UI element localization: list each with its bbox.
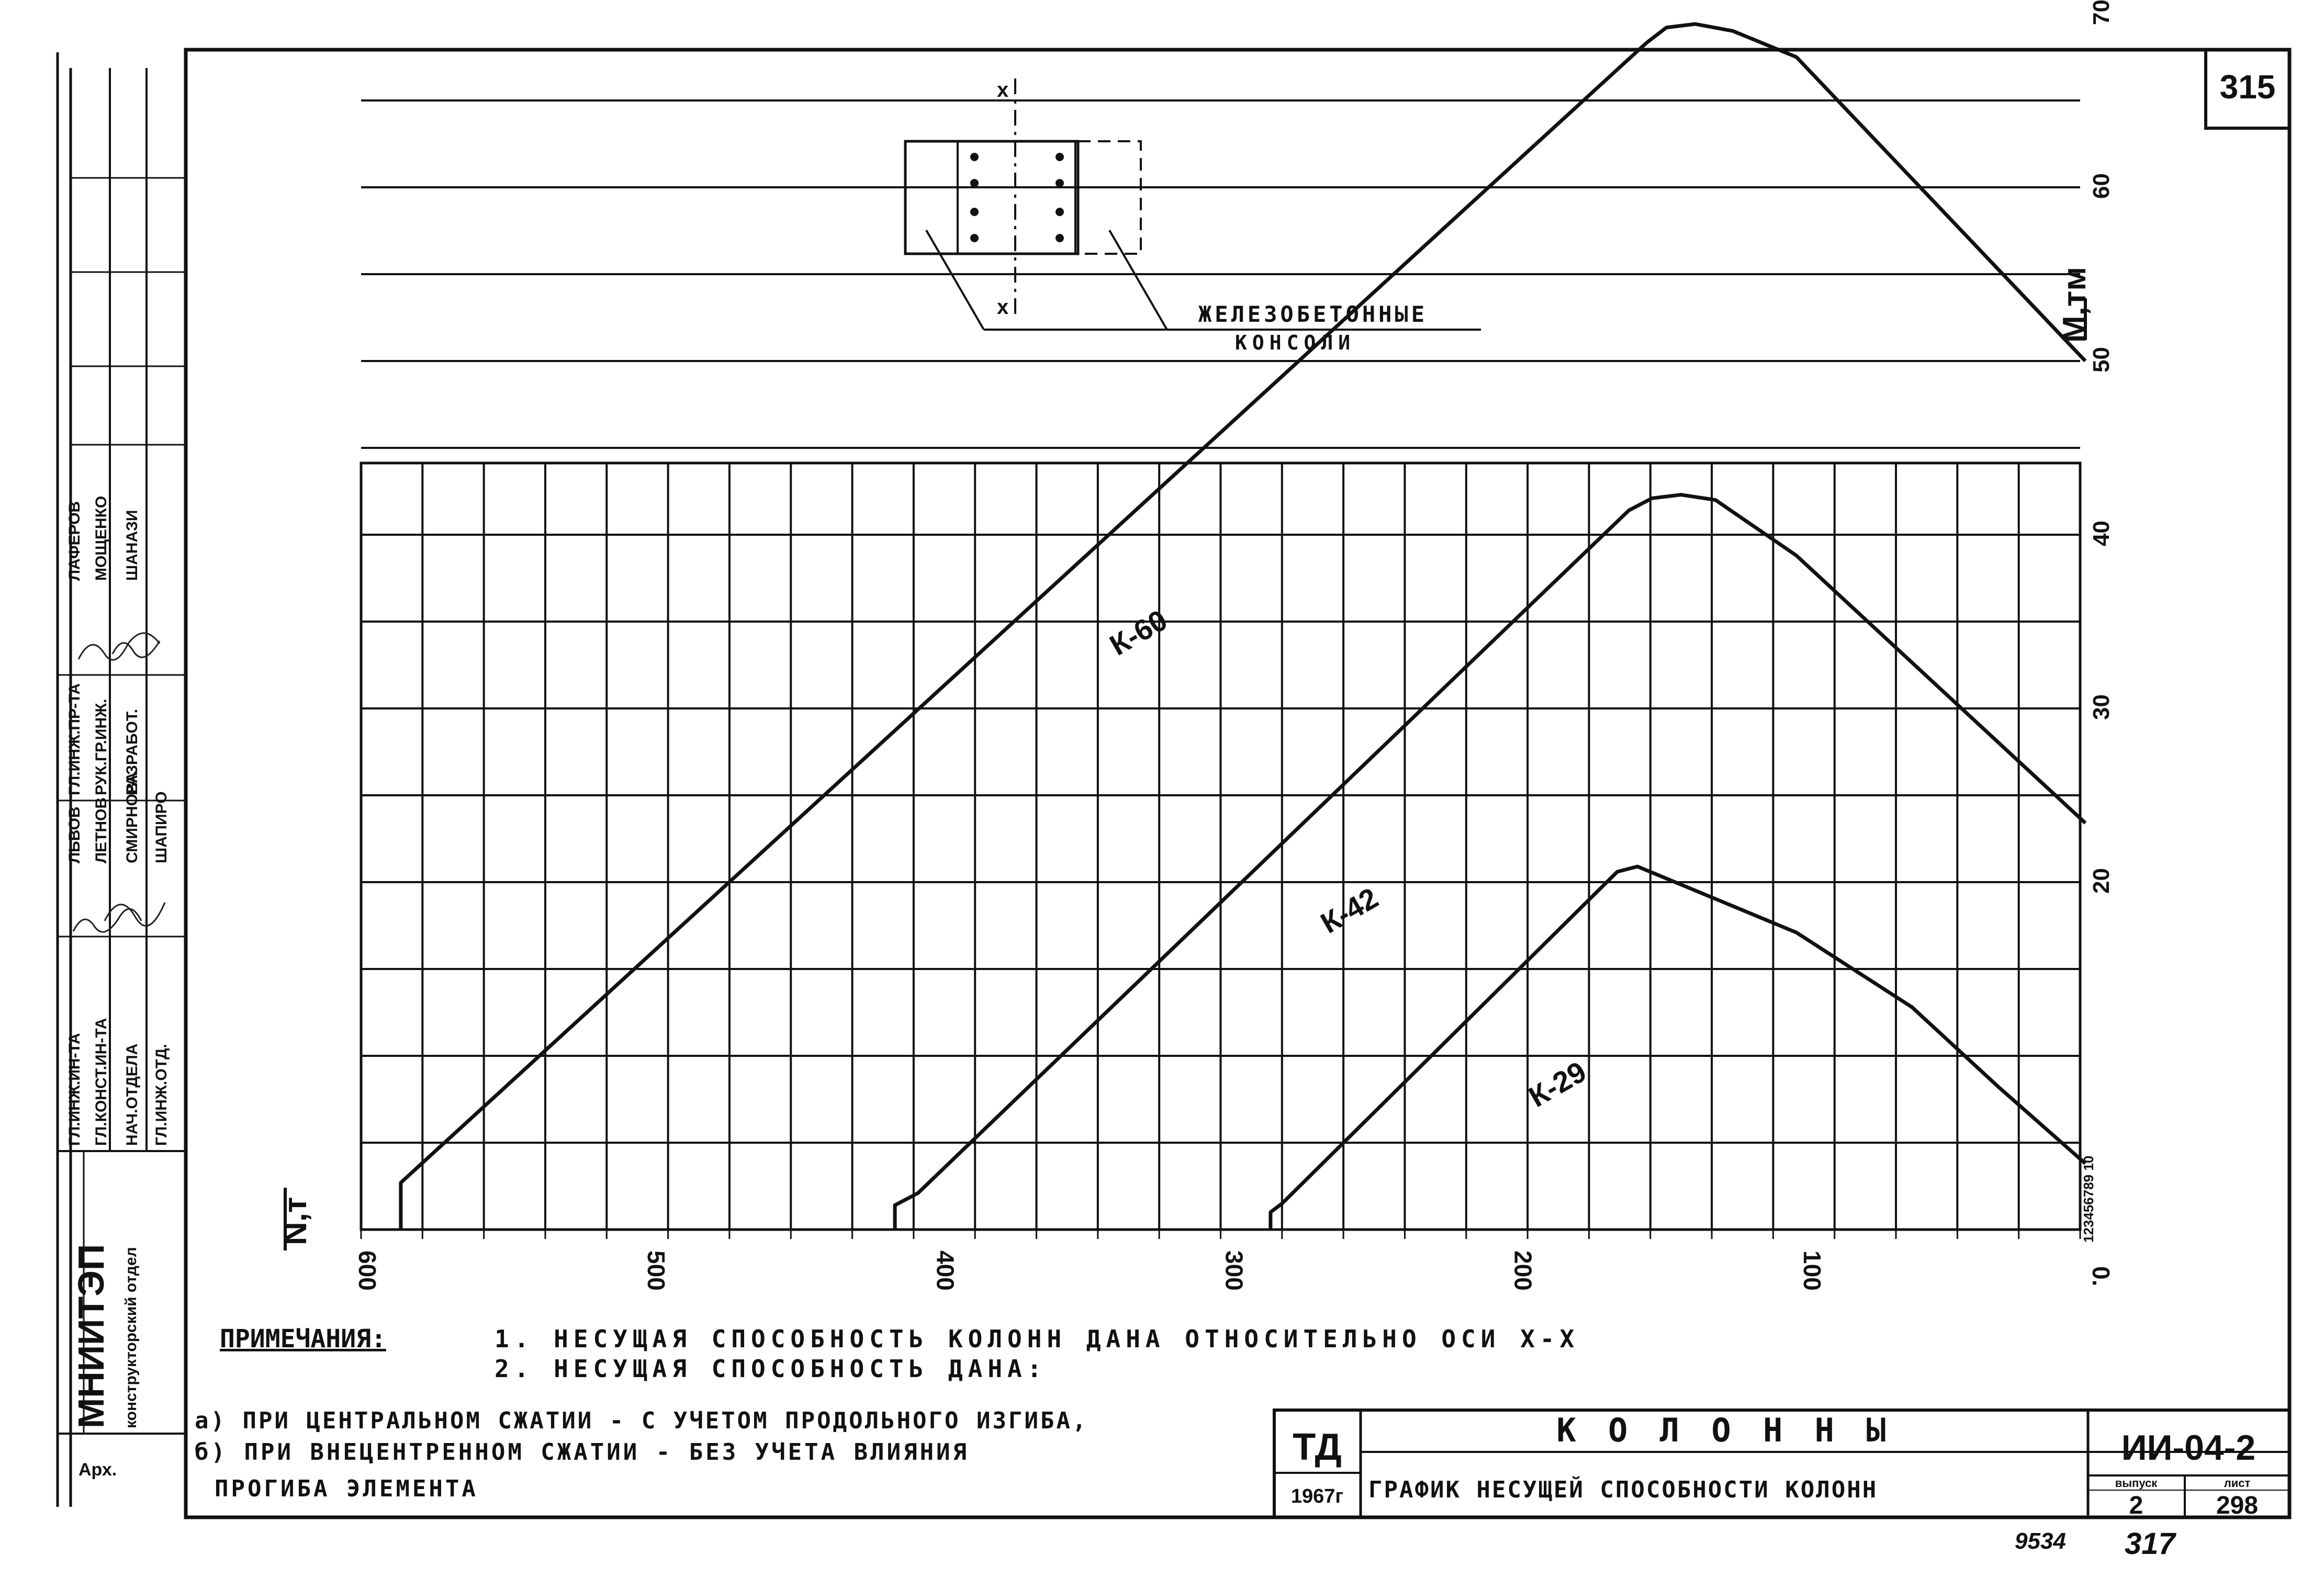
chart-grid xyxy=(360,99,2082,1239)
leader-line xyxy=(925,229,985,331)
title-block: ТД 1967г К О Л О Н Н Ы ГРАФИК НЕСУЩЕЙ СП… xyxy=(1273,1408,2291,1519)
issue-number: 2 xyxy=(2129,1492,2143,1519)
note-item: б) ПРИ ВНЕЦЕНТРЕННОМ СЖАТИИ - БЕЗ УЧЕТА … xyxy=(195,1439,969,1466)
x-tick-label: 100 xyxy=(1799,1250,1826,1291)
x-tick-label: 400 xyxy=(931,1250,959,1291)
institute-name: МНИИТЭП xyxy=(71,1244,111,1428)
issue-label: выпуск xyxy=(2115,1477,2158,1490)
signature xyxy=(77,632,161,661)
department-name: конструкторский отдел xyxy=(122,1247,140,1428)
stamp-name: ШАПИРО xyxy=(153,792,170,864)
y-tick-label: 60 xyxy=(2089,173,2114,199)
y-tick-label: 50 xyxy=(2089,347,2114,373)
section-label: КОНСОЛИ xyxy=(1235,331,1355,354)
x-tick-label: 0. xyxy=(2087,1266,2115,1286)
chart-series: К-60 К-42 К-29 xyxy=(399,22,2087,1230)
stamp-name: ШАНАЗИ xyxy=(124,510,141,581)
signature xyxy=(111,640,161,658)
x-tick-label: 200 xyxy=(1510,1250,1537,1291)
archive-number: 9534 xyxy=(2015,1528,2066,1554)
sheet-frame xyxy=(184,48,2292,1519)
org-code: ТД xyxy=(1293,1426,1341,1468)
drawing-subtitle: ГРАФИК НЕСУЩЕЙ СПОСОБНОСТИ КОЛОНН xyxy=(1368,1475,1878,1503)
stamp-role: ГЛ.ИНЖ.ПР-ТА xyxy=(66,683,83,795)
drawing-title: К О Л О Н Н Ы xyxy=(1556,1411,1892,1449)
series-label: К-60 xyxy=(1104,603,1173,662)
stamp-name: ЛЕТНОВ xyxy=(93,797,110,863)
section-axis-label: x xyxy=(997,296,1008,319)
y-tick-labels: 20 30 40 50 60 70 xyxy=(2089,0,2114,894)
stamp-role: РАЗРАБОТ. xyxy=(124,709,141,795)
y-tick-label: 30 xyxy=(2089,694,2114,720)
stamp-role: РУК.ГР.ИНЖ. xyxy=(93,699,110,795)
stamp-name: ЛЬВОВ xyxy=(66,806,83,863)
x-tick-label: 600 xyxy=(354,1250,381,1291)
x-tick-label: 500 xyxy=(643,1250,670,1291)
stamp-name: ЛАФЕРОВ xyxy=(66,501,83,581)
archive-label: Арх. xyxy=(78,1460,117,1480)
notes-block: ПРИМЕЧАНИЯ: 1. НЕСУЩАЯ СПОСОБНОСТЬ КОЛОН… xyxy=(195,1324,1579,1502)
reinforcement-bars xyxy=(970,153,1064,242)
year: 1967г xyxy=(1291,1485,1343,1507)
section-label: ЖЕЛЕЗОБЕТОННЫЕ xyxy=(1198,301,1428,327)
series-line-29 xyxy=(1268,864,2087,1230)
stamp-role: ГЛ.ИНЖ.ИН-ТА xyxy=(66,1033,83,1146)
y-tick-label: 40 xyxy=(2089,521,2114,546)
series-line-42 xyxy=(893,493,2087,1230)
side-stamp: ГЛ.ИНЖ.ИН-ТА ГЛ.КОНСТ.ИН-ТА НАЧ.ОТДЕЛА Г… xyxy=(56,52,187,1507)
column-section-sketch: x x ЖЕЛЕЗОБЕТОННЫЕ КОНСОЛИ xyxy=(904,78,1481,354)
section-axis-label: x xyxy=(997,78,1008,102)
sheet-label: лист xyxy=(2224,1477,2251,1490)
stamp-name: СМИРНОВА xyxy=(124,772,141,863)
y-tick-label: 20 xyxy=(2089,868,2114,894)
column-core xyxy=(957,140,1076,255)
signature xyxy=(104,902,166,927)
console-outline xyxy=(1078,140,1142,255)
series-label: К-42 xyxy=(1315,881,1384,940)
stamp-role: ГЛ.ИНЖ.ОТД. xyxy=(153,1044,170,1146)
sheet-number: 298 xyxy=(2216,1492,2258,1519)
series-line-60 xyxy=(399,22,2087,1230)
series-code: ИИ-04-2 xyxy=(2121,1428,2256,1468)
stamp-name: МОЩЕНКО xyxy=(93,496,110,581)
note-item: 1. НЕСУЩАЯ СПОСОБНОСТЬ КОЛОНН ДАНА ОТНОС… xyxy=(495,1325,1579,1353)
series-label: К-29 xyxy=(1523,1055,1591,1113)
x-axis-label: N,т xyxy=(277,1197,313,1245)
stamp-role: ГЛ.КОНСТ.ИН-ТА xyxy=(93,1018,110,1146)
y-axis-label: M,тм xyxy=(2057,267,2093,343)
note-item: а) ПРИ ЦЕНТРАЛЬНОМ СЖАТИИ - С УЧЕТОМ ПРО… xyxy=(195,1407,1088,1434)
x-tick-label: 300 xyxy=(1221,1250,1248,1291)
y-tick-label: 70 xyxy=(2089,0,2114,25)
note-item: ПРОГИБА ЭЛЕМЕНТА xyxy=(215,1475,478,1502)
stamp-role: НАЧ.ОТДЕЛА xyxy=(124,1044,141,1146)
y-minor-label: 123456789 10 xyxy=(2081,1156,2096,1243)
page-number: 315 xyxy=(2220,68,2276,106)
archive-number: 317 xyxy=(2125,1527,2177,1561)
notes-heading: ПРИМЕЧАНИЯ: xyxy=(220,1324,386,1354)
x-tick-labels: 600 500 400 300 200 100 0. xyxy=(354,1250,2115,1291)
leader-line xyxy=(1108,229,1168,331)
signature xyxy=(72,908,142,933)
note-item: 2. НЕСУЩАЯ СПОСОБНОСТЬ ДАНА: xyxy=(495,1355,1047,1383)
page-number-box: 315 xyxy=(2204,48,2291,130)
